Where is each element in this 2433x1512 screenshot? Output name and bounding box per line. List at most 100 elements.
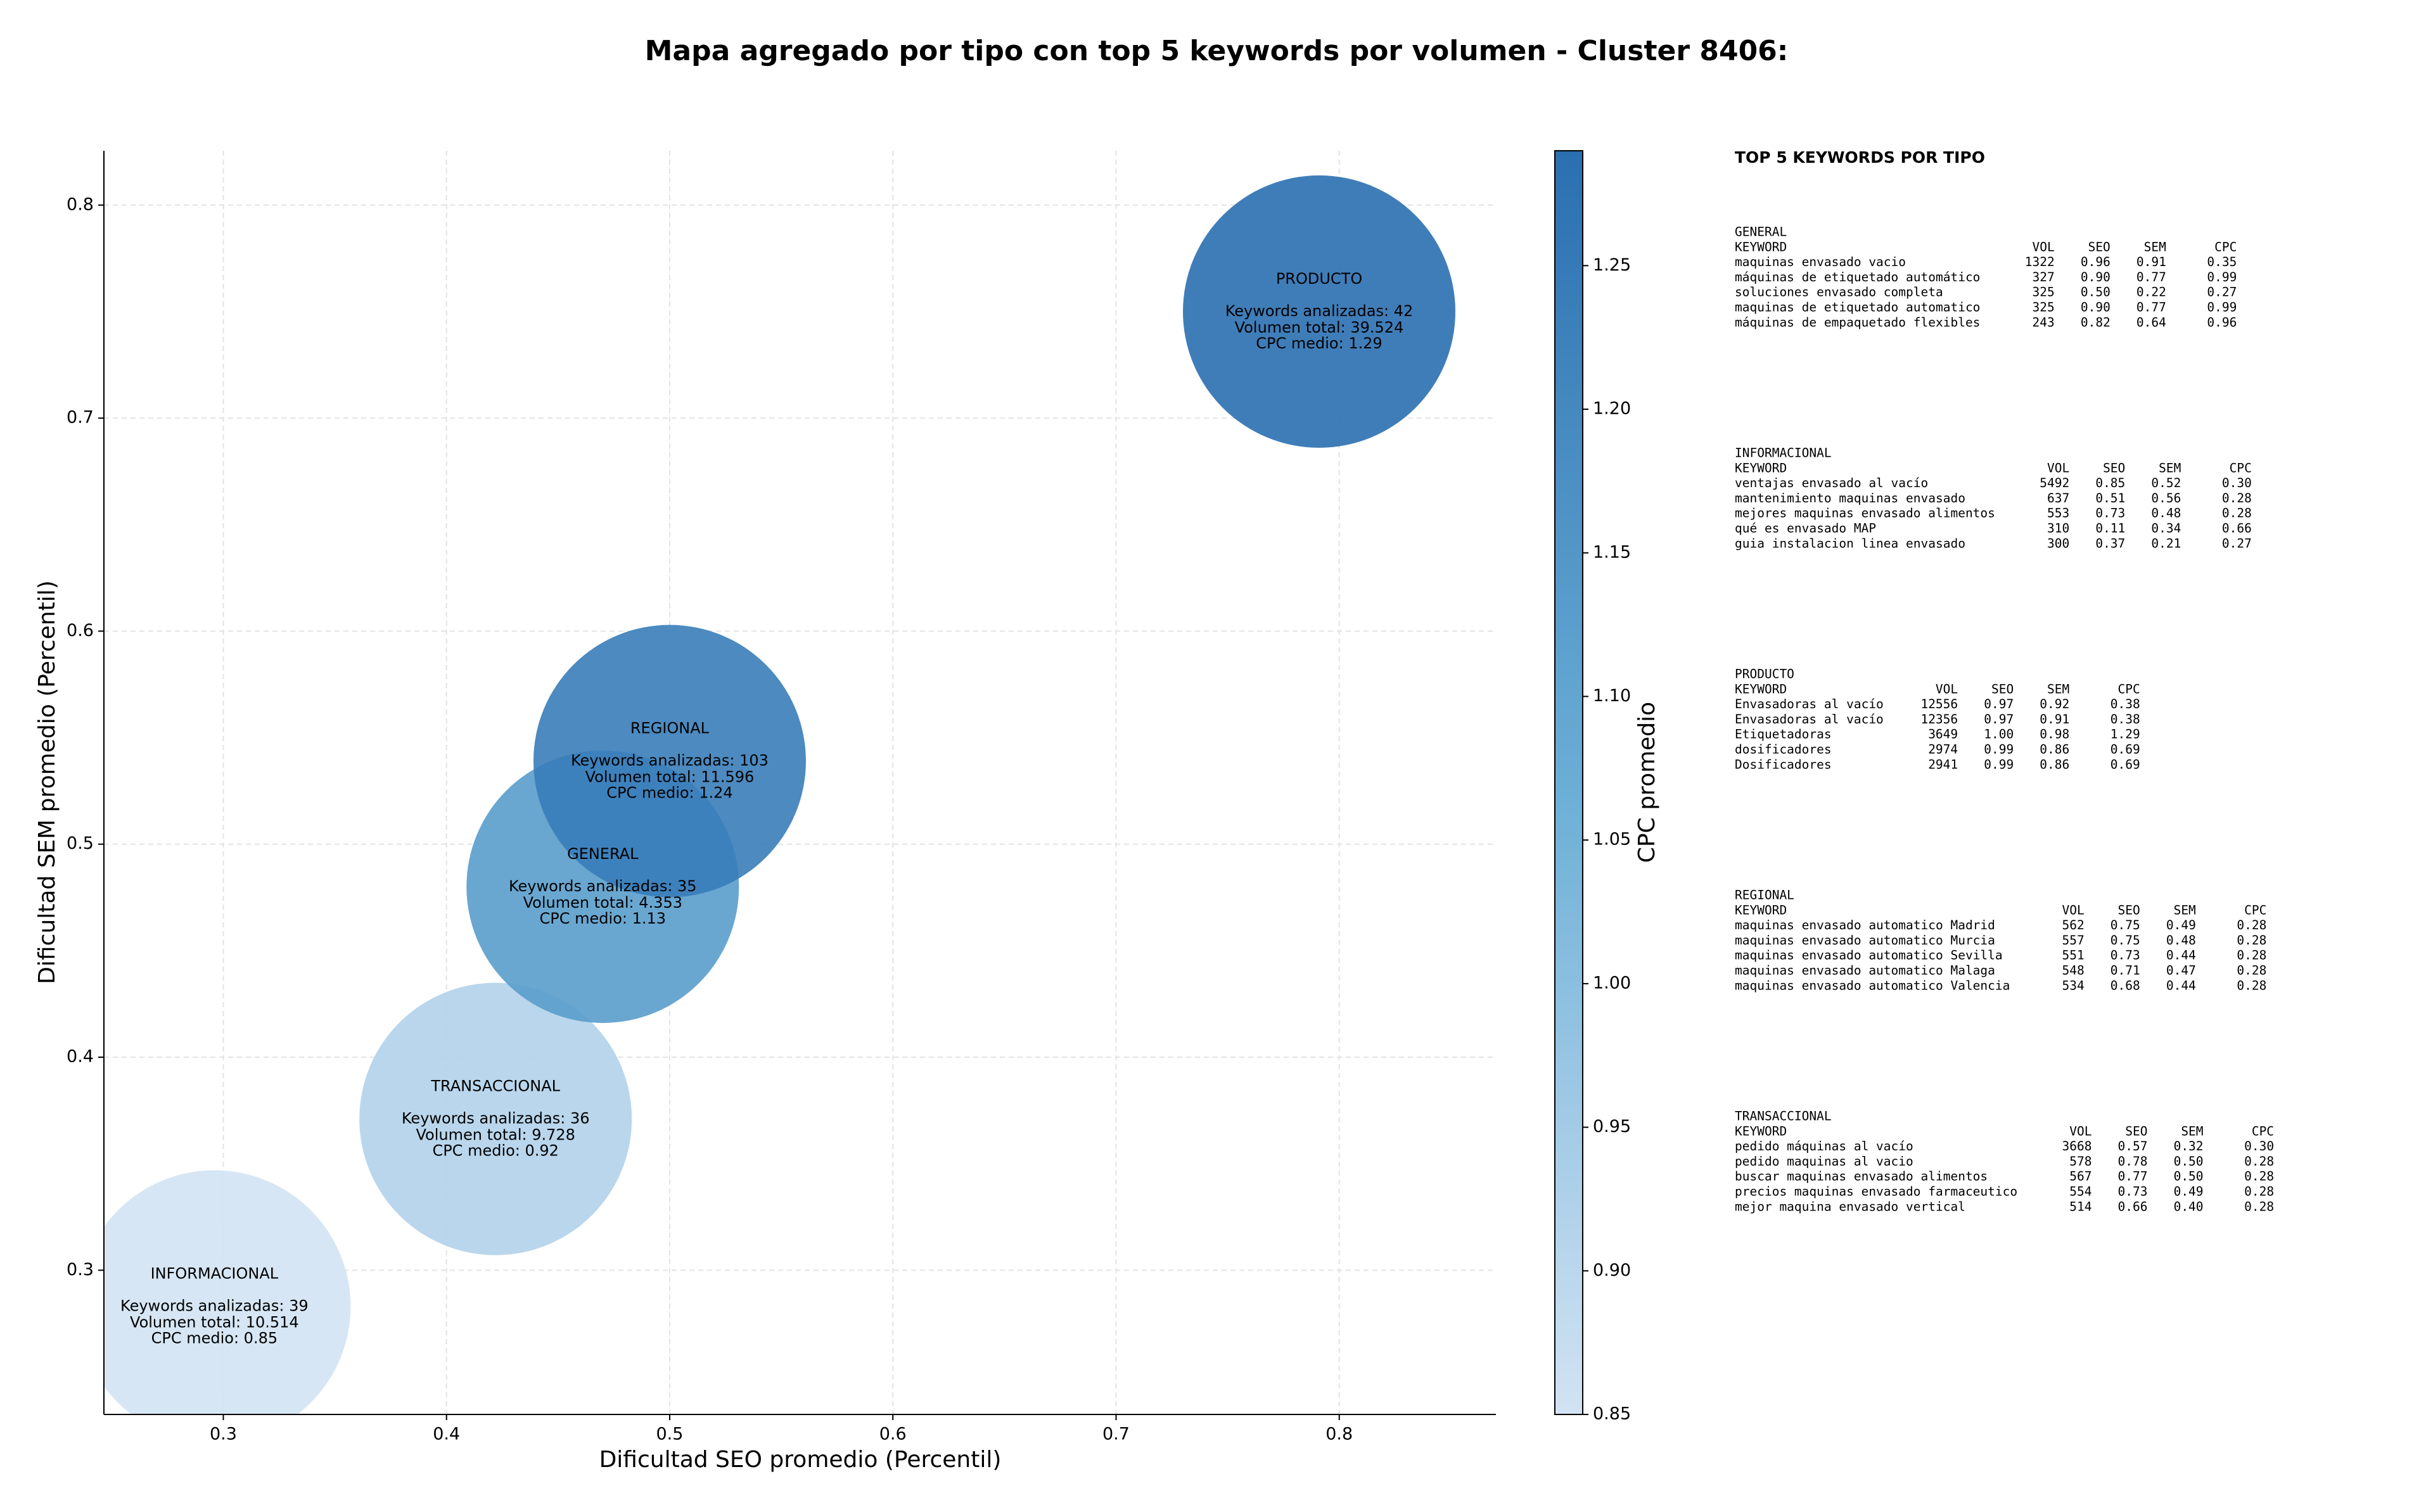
table-cell: 0.49 (2174, 1185, 2204, 1199)
table-cell: 0.68 (2111, 978, 2140, 993)
section-name: INFORMACIONAL (1735, 446, 1832, 461)
table-cell: 0.73 (2118, 1185, 2148, 1199)
table-cell: 534 (2062, 978, 2084, 993)
table-header: SEO (2103, 461, 2125, 475)
table-cell: ventajas envasado al vacío (1735, 476, 1928, 490)
table-cell: 1322 (2025, 255, 2055, 269)
table-cell: maquinas envasado automatico Sevilla (1735, 948, 2003, 963)
y-tick-label: 0.7 (67, 408, 94, 428)
bubble-label: PRODUCTO (1276, 270, 1362, 288)
table-cell: máquinas de empaquetado flexibles (1735, 315, 1980, 329)
table-cell: 0.28 (2237, 933, 2266, 948)
table-cell: 0.34 (2151, 521, 2181, 536)
table-cell: 0.28 (2222, 506, 2252, 521)
table-cell: 0.92 (2040, 697, 2069, 711)
bubble-label: Keywords analizadas: 35 (509, 877, 697, 895)
table-cell: 548 (2062, 963, 2084, 978)
table-cell: 0.77 (2136, 270, 2166, 284)
table-header: VOL (2069, 1124, 2091, 1138)
table-cell: 0.75 (2111, 933, 2140, 948)
table-header: CPC (2244, 903, 2266, 917)
table-cell: 0.97 (1984, 712, 2014, 727)
table-cell: 557 (2062, 933, 2084, 948)
table-cell: 0.97 (1984, 697, 2014, 711)
table-cell: 0.49 (2166, 918, 2196, 932)
colorbar-tick-label: 0.90 (1593, 1261, 1631, 1280)
table-cell: qué es envasado MAP (1735, 521, 1876, 536)
table-cell: 0.99 (1984, 757, 2014, 772)
table-cell: 0.40 (2174, 1199, 2204, 1214)
table-cell: 1.29 (2111, 727, 2140, 742)
bubble (104, 1170, 351, 1414)
table-cell: Etiquetadoras (1735, 727, 1832, 742)
y-tick-label: 0.5 (67, 834, 94, 853)
table-cell: maquinas envasado automatico Malaga (1735, 963, 1995, 978)
table-cell: 0.99 (1984, 742, 2014, 757)
table-cell: 0.77 (2118, 1169, 2148, 1184)
table-cell: 0.86 (2040, 742, 2069, 757)
table-cell: 554 (2069, 1185, 2091, 1199)
table-cell: 0.90 (2081, 300, 2111, 315)
table-cell: 0.90 (2081, 270, 2111, 284)
bubble (1183, 175, 1456, 448)
bubble (533, 625, 806, 898)
table-cell: 553 (2047, 506, 2069, 521)
table-cell: 0.98 (2040, 727, 2069, 742)
x-axis-label: Dificultad SEO promedio (Percentil) (599, 1447, 1002, 1473)
table-cell: 3668 (2062, 1139, 2092, 1153)
table-cell: 12356 (1920, 712, 1958, 727)
colorbar-tick-label: 1.00 (1593, 973, 1631, 993)
table-cell: 327 (2033, 270, 2055, 284)
table-cell: 5492 (2040, 476, 2069, 490)
table-header: SEO (2125, 1124, 2147, 1138)
table-cell: 0.77 (2136, 300, 2166, 315)
table-cell: 0.37 (2095, 536, 2125, 550)
table-cell: 0.22 (2136, 285, 2166, 300)
table-cell: 0.56 (2151, 491, 2181, 505)
table-header: VOL (2062, 903, 2084, 917)
bubble-label: CPC medio: 1.13 (540, 910, 667, 927)
table-cell: 0.64 (2136, 315, 2166, 329)
table-header: KEYWORD (1735, 461, 1787, 475)
bubble-label: CPC medio: 1.29 (1256, 334, 1383, 352)
table-cell: 0.73 (2095, 506, 2125, 521)
colorbar-tick-label: 1.05 (1593, 830, 1631, 849)
table-header: CPC (2252, 1124, 2274, 1138)
table-header: CPC (2118, 682, 2140, 696)
table-header: SEO (1991, 682, 2014, 696)
table-cell: 0.30 (2244, 1139, 2274, 1153)
table-cell: guia instalacion linea envasado (1735, 536, 1965, 550)
table-cell: 12556 (1920, 697, 1958, 711)
bubble-label: Volumen total: 10.514 (130, 1313, 299, 1331)
table-cell: 0.99 (2207, 300, 2237, 315)
table-header: SEO (2088, 239, 2111, 254)
axes: 0.3 0.4 0.5 0.6 0.7 0.8 0.3 0.4 0.5 0.6 0.7 0.8 (67, 151, 1496, 1444)
table-header: KEYWORD (1735, 1124, 1787, 1138)
y-axis-label: Dificultad SEM promedio (Percentil) (34, 580, 60, 984)
bubble-label: CPC medio: 0.92 (432, 1142, 559, 1160)
table-cell: 0.32 (2174, 1139, 2204, 1153)
table-header: VOL (2033, 239, 2055, 254)
table-cell: 0.91 (2040, 712, 2069, 727)
bubble-label: INFORMACIONAL (151, 1264, 279, 1282)
table-header: KEYWORD (1735, 239, 1787, 254)
x-tick-label: 0.3 (210, 1425, 237, 1444)
section-name: PRODUCTO (1735, 667, 1794, 682)
table-cell: 0.27 (2222, 536, 2252, 550)
bubble-label: CPC medio: 1.24 (606, 784, 733, 802)
table-header: SEM (2181, 1124, 2203, 1138)
table-cell: 2974 (1928, 742, 1958, 757)
table-header: VOL (2047, 461, 2069, 475)
table-cell: 0.82 (2081, 315, 2111, 329)
table-cell: 0.52 (2151, 476, 2181, 490)
table-header: SEO (2118, 903, 2140, 917)
table-cell: 0.50 (2174, 1154, 2204, 1169)
table-cell: 0.75 (2111, 918, 2140, 932)
table-header: CPC (2214, 239, 2237, 254)
colorbar: 0.85 0.90 0.95 1.00 1.05 1.10 1.15 1.20 1.25 (1554, 150, 1631, 1424)
table-header: KEYWORD (1735, 682, 1787, 696)
table-cell: maquinas envasado automatico Murcia (1735, 933, 1995, 948)
table-cell: 0.30 (2222, 476, 2252, 490)
colorbar-tick-label: 1.15 (1593, 542, 1631, 562)
